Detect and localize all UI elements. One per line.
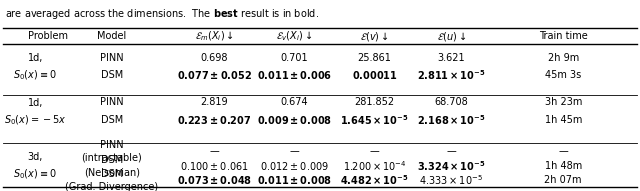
Text: 1h 48m: 1h 48m [545, 161, 582, 171]
Text: Train time: Train time [539, 31, 588, 41]
Text: $1.200\times10^{-4}$: $1.200\times10^{-4}$ [342, 159, 406, 173]
Text: (Grad. Divergence): (Grad. Divergence) [65, 182, 159, 191]
Text: 45m 3s: 45m 3s [545, 70, 581, 80]
Text: —: — [289, 146, 300, 156]
Text: 281.852: 281.852 [355, 97, 394, 107]
Text: 25.861: 25.861 [358, 53, 391, 63]
Text: 2h 07m: 2h 07m [545, 176, 582, 185]
Text: —: — [446, 146, 456, 156]
Text: are averaged across the dimensions.  The $\mathbf{best}$ result is in bold.: are averaged across the dimensions. The … [5, 7, 319, 21]
Text: PINN: PINN [100, 140, 124, 150]
Text: $4.333 \times 10^{-5}$: $4.333 \times 10^{-5}$ [419, 174, 483, 187]
Text: 3.621: 3.621 [437, 53, 465, 63]
Text: $\mathcal{E}(u)\downarrow$: $\mathcal{E}(u)\downarrow$ [436, 30, 466, 43]
Text: $\mathbf{3.324 \times 10^{-5}}$: $\mathbf{3.324 \times 10^{-5}}$ [417, 159, 485, 173]
Text: $\mathbf{1.645 \times 10^{-5}}$: $\mathbf{1.645 \times 10^{-5}}$ [340, 113, 408, 127]
Text: $\mathbf{0.073 \pm 0.048}$: $\mathbf{0.073 \pm 0.048}$ [177, 175, 252, 186]
Text: $S_0(x)=-5x$: $S_0(x)=-5x$ [4, 113, 67, 127]
Text: $\mathbf{0.011 \pm 0.008}$: $\mathbf{0.011 \pm 0.008}$ [257, 175, 332, 186]
Text: 0.674: 0.674 [280, 97, 308, 107]
Text: $\mathcal{E}(v)\downarrow$: $\mathcal{E}(v)\downarrow$ [360, 30, 389, 43]
Text: $\mathcal{E}_v(X_i)\downarrow$: $\mathcal{E}_v(X_i)\downarrow$ [276, 29, 312, 43]
Text: DSM: DSM [101, 70, 123, 80]
Text: —: — [558, 146, 568, 156]
Text: $\mathbf{0.077 \pm 0.052}$: $\mathbf{0.077 \pm 0.052}$ [177, 70, 252, 81]
Text: $\mathbf{2.168 \times 10^{-5}}$: $\mathbf{2.168 \times 10^{-5}}$ [417, 113, 485, 127]
Text: DSM: DSM [101, 169, 123, 179]
Text: —: — [369, 146, 380, 156]
Text: $\mathcal{E}_m(X_i)\downarrow$: $\mathcal{E}_m(X_i)\downarrow$ [195, 29, 234, 43]
Text: Problem: Problem [28, 31, 68, 41]
Text: 3d,: 3d, [28, 152, 43, 162]
Text: PINN: PINN [100, 97, 124, 107]
Text: 1d,: 1d, [28, 53, 43, 63]
Text: $\mathbf{0.009 \pm 0.008}$: $\mathbf{0.009 \pm 0.008}$ [257, 114, 332, 126]
Text: DSM: DSM [101, 155, 123, 165]
Text: $\mathbf{4.482 \times 10^{-5}}$: $\mathbf{4.482 \times 10^{-5}}$ [340, 174, 408, 187]
Text: 1d,: 1d, [28, 98, 43, 108]
Text: $0.100 \pm 0.061$: $0.100 \pm 0.061$ [180, 160, 249, 172]
Text: 0.701: 0.701 [280, 53, 308, 63]
Text: 3h 23m: 3h 23m [545, 97, 582, 107]
Text: 68.708: 68.708 [435, 97, 468, 107]
Text: $0.012 \pm 0.009$: $0.012 \pm 0.009$ [260, 160, 329, 172]
Text: $\mathbf{2.811 \times 10^{-5}}$: $\mathbf{2.811 \times 10^{-5}}$ [417, 69, 485, 82]
Text: 2.819: 2.819 [200, 97, 228, 107]
Text: —: — [209, 146, 220, 156]
Text: (Nelsonian): (Nelsonian) [84, 167, 140, 177]
Text: $\mathbf{0.011 \pm 0.006}$: $\mathbf{0.011 \pm 0.006}$ [257, 70, 332, 81]
Text: 0.698: 0.698 [201, 53, 228, 63]
Text: $\mathbf{0.223 \pm 0.207}$: $\mathbf{0.223 \pm 0.207}$ [177, 114, 252, 126]
Text: (intractable): (intractable) [82, 152, 142, 162]
Text: Model: Model [97, 31, 127, 41]
Text: PINN: PINN [100, 53, 124, 63]
Text: 2h 9m: 2h 9m [548, 53, 579, 63]
Text: $S_0(x)\equiv 0$: $S_0(x)\equiv 0$ [13, 69, 57, 82]
Text: $\mathbf{0.00011}$: $\mathbf{0.00011}$ [351, 70, 397, 81]
Text: DSM: DSM [101, 115, 123, 125]
Text: 1h 45m: 1h 45m [545, 115, 582, 125]
Text: $S_0(x)\equiv 0$: $S_0(x)\equiv 0$ [13, 168, 57, 181]
